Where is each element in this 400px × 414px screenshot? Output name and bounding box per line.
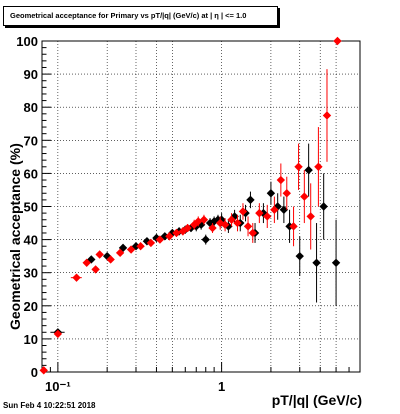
- data-point: [131, 242, 141, 251]
- y-tick-label: 50: [24, 200, 38, 215]
- y-tick-label: 40: [24, 233, 38, 248]
- data-point: [233, 218, 242, 228]
- y-tick-label: 100: [16, 34, 38, 49]
- data-point: [136, 242, 145, 251]
- y-tick-label: 60: [24, 166, 38, 181]
- data-point: [199, 215, 209, 224]
- data-point: [243, 222, 253, 231]
- data-point: [273, 202, 282, 211]
- data-point: [276, 175, 286, 185]
- data-point: [248, 228, 257, 238]
- data-point: [263, 212, 272, 221]
- data-point: [227, 215, 236, 224]
- plot-frame: [41, 40, 361, 373]
- chart-title: Geometrical acceptance for Primary vs pT…: [3, 6, 278, 26]
- data-point: [72, 273, 81, 282]
- data-point: [106, 255, 115, 264]
- series-1: [50, 143, 341, 337]
- data-point: [91, 265, 100, 274]
- data-point: [246, 195, 255, 205]
- data-point: [39, 366, 48, 375]
- data-point: [333, 36, 342, 46]
- y-axis-title: Geometrical acceptance (%): [7, 143, 23, 330]
- data-point: [279, 205, 289, 215]
- y-tick-label: 70: [24, 133, 38, 148]
- data-point: [238, 207, 248, 216]
- data-point: [289, 222, 298, 231]
- data-point: [95, 250, 104, 259]
- x-tick-label: 10⁻¹: [45, 379, 71, 394]
- y-tick-label: 30: [24, 266, 38, 281]
- data-point: [146, 238, 156, 248]
- data-point: [304, 165, 313, 175]
- y-tick-label: 20: [24, 299, 38, 314]
- data-point: [201, 235, 210, 244]
- axes: 0 10 20 30 40 50 60 70 80 90 100 10⁻¹ 1: [16, 34, 361, 394]
- data-point: [220, 220, 230, 229]
- data-point: [295, 251, 304, 261]
- y-tick-label: 0: [31, 365, 38, 380]
- data-point: [314, 162, 323, 171]
- data-point: [282, 189, 291, 198]
- timestamp: Sun Feb 4 10:22:51 2018: [3, 401, 96, 410]
- data-point: [294, 162, 303, 171]
- data-point: [270, 205, 279, 215]
- data-point: [172, 228, 181, 238]
- series-2: [39, 36, 342, 375]
- data-point: [118, 243, 128, 253]
- data-point: [165, 232, 174, 241]
- data-marks: [39, 36, 342, 375]
- data-point: [115, 248, 125, 258]
- data-point: [160, 232, 170, 241]
- data-point: [306, 212, 315, 221]
- y-tick-label: 90: [24, 67, 38, 82]
- data-point: [300, 192, 309, 201]
- data-point: [183, 223, 192, 233]
- data-point: [319, 202, 328, 211]
- data-point: [331, 258, 341, 267]
- y-tick-label: 80: [24, 100, 38, 115]
- data-point: [266, 189, 276, 198]
- data-point: [208, 223, 217, 233]
- data-point: [322, 111, 332, 120]
- data-point: [255, 208, 264, 218]
- data-point: [82, 258, 91, 267]
- data-point: [155, 235, 165, 244]
- grid: [42, 41, 360, 372]
- y-tick-label: 10: [24, 332, 38, 347]
- x-axis-title: pT/|q| (GeV/c): [272, 392, 362, 408]
- data-point: [53, 329, 63, 339]
- data-point: [312, 258, 321, 267]
- x-tick-label: 1: [218, 379, 225, 394]
- data-point: [126, 245, 136, 254]
